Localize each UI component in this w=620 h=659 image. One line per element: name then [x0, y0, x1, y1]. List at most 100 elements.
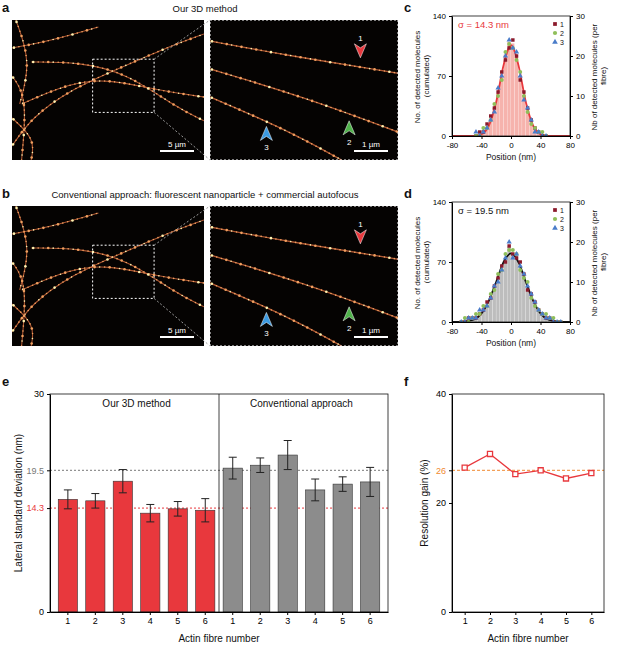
tick-label: 70 — [437, 72, 446, 81]
fibre-spot — [181, 295, 183, 297]
fibre-spot — [18, 232, 20, 234]
error-bar-stem — [177, 502, 178, 517]
fibre-spot — [22, 226, 24, 228]
fibre-spot — [221, 42, 223, 44]
arrow — [343, 121, 355, 135]
fibre-spot — [230, 260, 232, 262]
fibre-spot — [15, 139, 17, 141]
tick-label: 5 — [564, 616, 569, 626]
fibre-spot — [23, 89, 25, 91]
zoom-frame — [210, 20, 398, 160]
tick-label: 20 — [576, 238, 585, 247]
fibre-spot — [98, 263, 100, 265]
tick-label: 14.3 — [26, 503, 44, 513]
fibre-spot — [22, 40, 24, 42]
x-axis-tick: -80 — [447, 322, 459, 336]
fibre-spot — [62, 95, 64, 97]
fibre-spot — [134, 80, 137, 83]
fibre-spot — [33, 229, 35, 231]
fibre-spot — [310, 244, 312, 246]
fibre-spot — [23, 104, 26, 107]
fibre-spot — [298, 322, 300, 324]
fibre-spot — [325, 105, 328, 108]
scale-bar-label: 5 µm — [168, 140, 186, 149]
fibre-spot — [181, 109, 183, 111]
y2-axis-tick: 0 — [570, 132, 581, 141]
zoom-box — [93, 59, 154, 112]
fibre — [210, 41, 398, 73]
fibre-spot — [21, 335, 24, 338]
data-point — [504, 58, 507, 61]
fibre-spot — [268, 272, 271, 275]
fibre-spot — [143, 57, 145, 59]
fibre-spot — [225, 229, 228, 232]
fibre-spot — [299, 56, 302, 59]
fibre-spot — [391, 315, 393, 317]
y-axis-tick: 140 — [433, 198, 452, 207]
tick-label: 0 — [509, 141, 514, 150]
fibre-spot — [47, 61, 50, 64]
data-point — [495, 279, 500, 284]
fibre-spot — [21, 340, 23, 342]
fibre-spot — [67, 221, 69, 223]
fibre-spot — [67, 35, 69, 37]
tick-mark — [47, 394, 50, 395]
fibre-spot — [91, 214, 93, 216]
error-bar-cap — [366, 496, 374, 497]
tick-label: 80 — [566, 141, 575, 150]
tick-label: 3 — [513, 616, 518, 626]
zoom-frame — [210, 206, 398, 346]
fibre-spot — [163, 276, 165, 278]
fibre-spot — [87, 250, 89, 252]
micrograph — [12, 20, 204, 160]
fibre-spot — [319, 333, 322, 336]
fibre-spot — [182, 93, 185, 96]
error-bar-cap — [64, 489, 72, 490]
fibre-spot — [21, 94, 23, 96]
fibre-spot — [24, 295, 26, 297]
fibre-spot — [64, 271, 67, 274]
fibre-spot — [52, 225, 54, 227]
fibre-spot — [216, 285, 218, 287]
fibre-spot — [89, 267, 91, 269]
fibre-spot — [38, 113, 40, 115]
fibre-spot — [27, 100, 29, 102]
error-bar-stem — [67, 490, 68, 509]
fibre-spot — [334, 62, 336, 64]
fibre-spot — [367, 306, 370, 309]
fibre-spot — [30, 342, 33, 345]
data-point — [510, 45, 515, 50]
fibre-spot — [23, 129, 26, 132]
x-axis-line — [51, 612, 389, 613]
tick-mark — [449, 136, 452, 137]
tick-mark — [449, 322, 452, 323]
fibre-spot — [234, 107, 236, 109]
fibre-spot — [339, 249, 341, 251]
panel-label: b — [2, 186, 10, 201]
fibre-spot — [298, 136, 300, 138]
error-bar-cap — [174, 516, 182, 517]
histogram-bar — [533, 303, 536, 322]
fibre-spot — [38, 42, 40, 44]
tick-mark — [47, 508, 50, 509]
fibre-spot — [284, 239, 287, 242]
tick-mark — [570, 322, 573, 323]
fibre-spot — [193, 281, 195, 283]
tick-label: 10 — [576, 278, 585, 287]
fibre-spot — [24, 270, 26, 272]
fibre-spot — [172, 103, 175, 106]
data-point — [487, 451, 492, 456]
fibre-spot — [190, 114, 192, 116]
fibre-spot — [164, 98, 166, 100]
fibre-spot — [239, 263, 242, 266]
fibre-spot — [332, 340, 335, 343]
x-axis-tick: 2 — [488, 612, 493, 626]
fibre-spot — [19, 30, 21, 32]
fibre-spot — [275, 52, 277, 54]
fibre-spot — [224, 288, 227, 291]
fibre-spot — [24, 84, 26, 86]
fibre-spot — [293, 133, 296, 136]
fibre-spot — [23, 231, 25, 233]
tick-label: -40 — [476, 141, 488, 150]
y-axis-tick: 14.3 — [26, 503, 50, 513]
